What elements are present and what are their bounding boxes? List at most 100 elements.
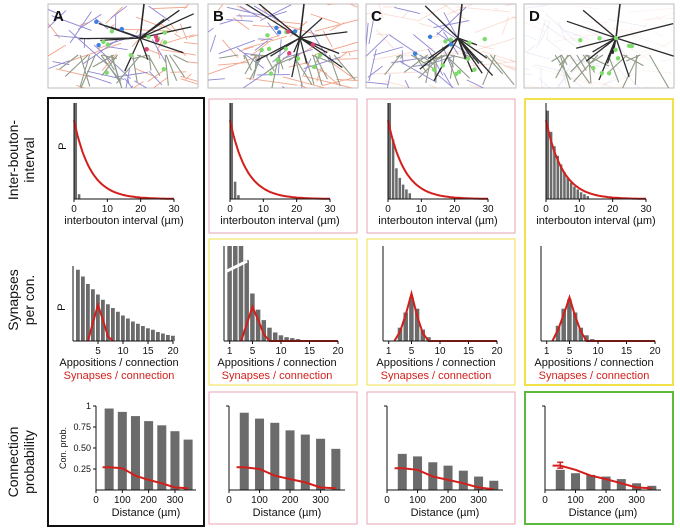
x-tick-label-0: 0 bbox=[93, 495, 99, 506]
synapse-dot-pink bbox=[154, 34, 158, 38]
x-tick-label-15: 15 bbox=[304, 346, 316, 357]
dendrite-dark bbox=[79, 38, 140, 39]
x-tick-label-30: 30 bbox=[482, 204, 494, 215]
synapse-dot-green bbox=[472, 67, 476, 71]
bar-5 bbox=[409, 297, 414, 341]
x-tick-label-200: 200 bbox=[598, 495, 615, 506]
synapse-dot-blue bbox=[96, 43, 100, 47]
charts: 0 10 20 30interbouton interval (µm)P0 10 20 30… bbox=[56, 103, 661, 519]
bar-300 bbox=[170, 431, 179, 490]
panel-frames bbox=[48, 98, 673, 526]
x-tick-label-20: 20 bbox=[167, 346, 179, 357]
bar-5 bbox=[405, 189, 408, 199]
bar-9 bbox=[116, 312, 120, 341]
synapse-dot-blue bbox=[413, 51, 417, 55]
synapse-dot-green bbox=[454, 72, 458, 76]
x-tick-label-20: 20 bbox=[491, 346, 503, 357]
synapse-dot-green bbox=[101, 40, 105, 44]
row-label-interbouton: Inter-bouton- interval bbox=[5, 120, 37, 200]
x-axis-label: Distance (µm) bbox=[112, 507, 181, 519]
bar-16 bbox=[151, 330, 155, 341]
x-tick-label-10: 10 bbox=[434, 346, 446, 357]
x-axis-label-synapses: Synapses / connection bbox=[64, 370, 175, 382]
axon-blue bbox=[258, 39, 273, 40]
synapse-dot-green bbox=[614, 36, 618, 40]
bar-1 bbox=[76, 270, 80, 341]
bar-2 bbox=[237, 195, 240, 199]
x-tick-label-15: 15 bbox=[621, 346, 633, 357]
x-axis-label: Appositions / connection bbox=[534, 357, 653, 369]
bar-350 bbox=[331, 449, 340, 490]
chart-A-connection: 0.250.500.751Con. prob.0 100 200 300Distanc… bbox=[58, 401, 196, 519]
x-tick-label-0: 0 bbox=[227, 204, 233, 215]
bar-6 bbox=[567, 178, 570, 199]
bar-0 bbox=[231, 103, 234, 199]
y-tick-label-0.75: 0.75 bbox=[73, 422, 91, 432]
x-tick-label-20: 20 bbox=[291, 204, 303, 215]
thumbnail-border bbox=[208, 4, 358, 88]
bar-250 bbox=[459, 471, 468, 490]
chart-B-connection: 0 100 200 300Distance (µm) bbox=[226, 406, 345, 519]
synapse-dot-green bbox=[578, 38, 582, 42]
bar-50 bbox=[398, 454, 407, 490]
x-tick-label-30: 30 bbox=[640, 204, 652, 215]
bar-3 bbox=[239, 246, 244, 341]
synapse-dot-green bbox=[269, 71, 273, 75]
bar-100 bbox=[255, 419, 264, 490]
bar-6 bbox=[409, 193, 412, 199]
chart-B-interbouton: 0 10 20 30interbouton interval (µm) bbox=[220, 103, 339, 227]
x-tick-label-300: 300 bbox=[312, 495, 329, 506]
synapse-dot-blue bbox=[428, 35, 432, 39]
x-tick-label-0: 0 bbox=[384, 495, 390, 506]
bar-150 bbox=[131, 416, 140, 490]
x-tick-label-100: 100 bbox=[567, 495, 584, 506]
bar-13 bbox=[136, 324, 140, 341]
x-axis-label: interbouton interval (µm) bbox=[536, 215, 655, 227]
bar-100 bbox=[571, 473, 580, 490]
synapse-dot-green bbox=[106, 42, 110, 46]
y-axis-label: P bbox=[57, 143, 69, 150]
bar-7 bbox=[570, 183, 573, 199]
synapse-dot-blue bbox=[449, 42, 453, 46]
synapse-dot-green bbox=[284, 47, 288, 51]
bar-50 bbox=[105, 409, 114, 490]
x-tick-label-20: 20 bbox=[449, 204, 461, 215]
panel-letter-A: A bbox=[53, 8, 64, 25]
x-tick-label-5: 5 bbox=[409, 346, 415, 357]
chart-D-interbouton: 0 10 20 30interbouton interval (µm) bbox=[536, 103, 655, 227]
x-tick-label-30: 30 bbox=[324, 204, 336, 215]
synapse-dot-green bbox=[146, 35, 150, 39]
x-axis-label: Distance (µm) bbox=[411, 507, 480, 519]
thumbnail-border bbox=[366, 4, 516, 88]
synapse-dot-green bbox=[616, 56, 620, 60]
panel-letter-B: B bbox=[213, 8, 224, 25]
bar-9 bbox=[577, 189, 580, 199]
synapse-dot-green bbox=[275, 58, 279, 62]
bar-14 bbox=[141, 326, 145, 341]
bar-150 bbox=[270, 423, 279, 490]
axon-blue bbox=[282, 86, 310, 105]
x-tick-label-10: 10 bbox=[117, 346, 129, 357]
synapse-dot-blue bbox=[274, 26, 278, 30]
x-axis-label-synapses: Synapses / connection bbox=[381, 370, 492, 382]
x-axis-label-synapses: Synapses / connection bbox=[539, 370, 650, 382]
x-tick-label-10: 10 bbox=[416, 204, 428, 215]
synapse-dot-green bbox=[467, 41, 471, 45]
bar-3 bbox=[399, 178, 402, 199]
bar-1 bbox=[392, 139, 395, 199]
neuron-thumbnail-D: D bbox=[502, 0, 680, 111]
x-tick-label-200: 200 bbox=[440, 495, 457, 506]
x-tick-label-30: 30 bbox=[168, 204, 180, 215]
synapse-dot-green bbox=[441, 63, 445, 67]
x-tick-label-20: 20 bbox=[332, 346, 344, 357]
bar-100 bbox=[118, 412, 127, 490]
bar-50 bbox=[556, 470, 565, 490]
dendrite-gray bbox=[244, 55, 245, 59]
bar-4 bbox=[402, 185, 405, 199]
synapse-dot-green bbox=[600, 71, 604, 75]
bar-250 bbox=[157, 425, 166, 490]
synapse-dot-green bbox=[443, 39, 447, 43]
